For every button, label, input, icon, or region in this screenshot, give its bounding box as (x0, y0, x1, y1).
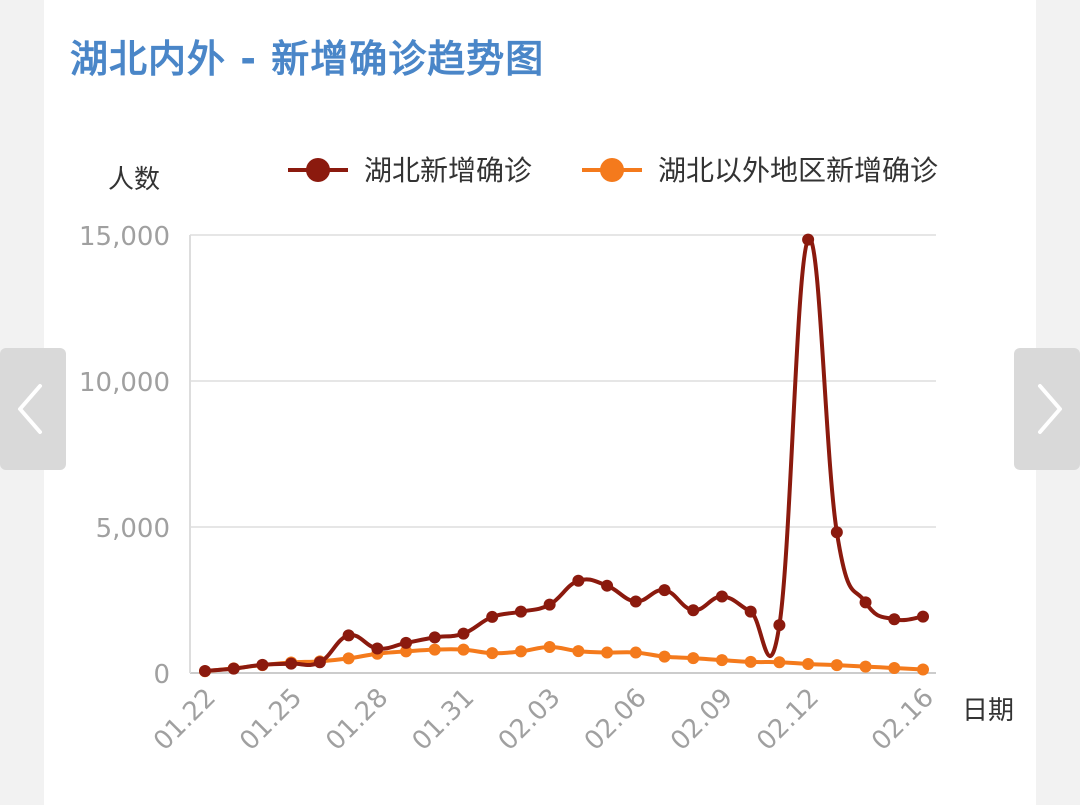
series-hubei-point[interactable] (715, 590, 728, 603)
legend-marker (600, 158, 624, 182)
series-outside-point[interactable] (830, 659, 843, 672)
chevron-right-icon (1038, 384, 1062, 434)
series-hubei-point[interactable] (687, 604, 700, 617)
series-outside-point[interactable] (802, 657, 815, 670)
series-outside-point[interactable] (917, 663, 929, 676)
series-hubei-point[interactable] (371, 642, 384, 655)
legend-label: 湖北以外地区新增确诊 (658, 154, 938, 187)
x-tick-label: 02.06 (579, 683, 653, 757)
chart-title: 湖北内外 - 新增确诊趋势图 (70, 37, 545, 81)
series-hubei-point[interactable] (888, 613, 901, 626)
x-axis-label: 日期 (962, 696, 1014, 726)
series-hubei-line (204, 236, 924, 673)
series-outside-point[interactable] (744, 655, 757, 668)
legend-item-hubei[interactable]: 湖北新增确诊 (288, 154, 532, 187)
series-hubei-point[interactable] (744, 605, 757, 618)
series-outside-point[interactable] (859, 660, 872, 673)
series-hubei-point[interactable] (486, 610, 499, 623)
series-outside-point[interactable] (715, 654, 728, 667)
next-button[interactable] (1014, 348, 1080, 470)
x-tick-label: 02.12 (751, 683, 825, 757)
x-tick-label: 01.31 (407, 683, 481, 757)
series-outside-point[interactable] (773, 656, 786, 669)
series-hubei-point[interactable] (917, 610, 929, 623)
series-outside-point[interactable] (514, 645, 527, 658)
legend-marker (306, 158, 330, 182)
chevron-left-icon (18, 384, 42, 434)
series-hubei-point[interactable] (227, 662, 240, 675)
legend-item-outside[interactable]: 湖北以外地区新增确诊 (582, 154, 938, 187)
series-outside-point[interactable] (428, 643, 441, 656)
series-hubei-point[interactable] (572, 574, 585, 587)
y-tick-label: 0 (153, 660, 170, 690)
series-hubei-point[interactable] (285, 657, 298, 670)
series-hubei-point[interactable] (457, 627, 470, 640)
series-hubei-point[interactable] (313, 656, 326, 669)
series-outside-point[interactable] (888, 662, 901, 675)
series-outside-line (204, 645, 924, 674)
series-outside-point[interactable] (457, 643, 470, 656)
series-hubei-point[interactable] (773, 619, 786, 632)
series-outside-point[interactable] (486, 647, 499, 660)
series-hubei-point[interactable] (342, 629, 355, 642)
series-outside-point[interactable] (543, 641, 556, 654)
series-outside-point[interactable] (400, 645, 413, 658)
series-outside-point[interactable] (601, 646, 614, 659)
series-outside-point[interactable] (629, 646, 642, 659)
series-hubei-point[interactable] (658, 584, 671, 597)
y-tick-label: 5,000 (96, 514, 170, 544)
x-tick-label: 01.22 (148, 683, 222, 757)
x-tick-label: 01.25 (234, 683, 308, 757)
series-hubei-point[interactable] (199, 664, 211, 677)
series-hubei-point[interactable] (601, 579, 614, 592)
x-tick-label: 02.03 (493, 683, 567, 757)
series-hubei-point[interactable] (514, 605, 527, 618)
series-hubei-point[interactable] (629, 595, 642, 608)
series-hubei-point[interactable] (859, 596, 872, 609)
series-outside-point[interactable] (342, 652, 355, 665)
series-outside-point[interactable] (687, 652, 700, 665)
x-tick-label: 02.09 (665, 683, 739, 757)
x-tick-label: 01.28 (320, 683, 394, 757)
series-hubei-point[interactable] (400, 636, 413, 649)
series-hubei-point[interactable] (256, 658, 269, 671)
x-tick-label: 02.16 (866, 683, 940, 757)
series-hubei-point[interactable] (428, 631, 441, 644)
series-hubei-point[interactable] (830, 526, 843, 539)
y-tick-label: 10,000 (79, 368, 170, 398)
prev-button[interactable] (0, 348, 66, 470)
series-hubei-point[interactable] (543, 598, 556, 611)
series-outside-point[interactable] (658, 650, 671, 663)
y-axis-label: 人数 (108, 165, 160, 195)
series-hubei-point[interactable] (802, 233, 815, 246)
legend-label: 湖北新增确诊 (364, 154, 532, 187)
y-tick-label: 15,000 (79, 222, 170, 252)
series-outside-point[interactable] (572, 645, 585, 658)
